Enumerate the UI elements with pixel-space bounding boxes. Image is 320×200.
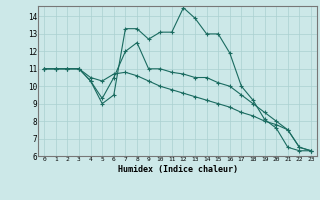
X-axis label: Humidex (Indice chaleur): Humidex (Indice chaleur) [118,165,238,174]
